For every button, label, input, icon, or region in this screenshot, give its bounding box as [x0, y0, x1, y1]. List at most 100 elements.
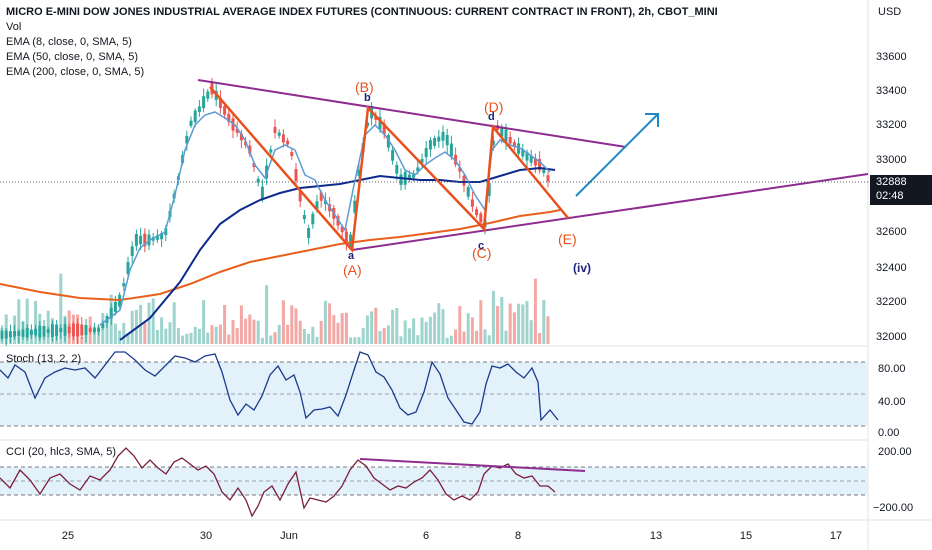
candle-body [63, 324, 67, 336]
volume-bar [172, 302, 176, 344]
volume-bar [260, 337, 264, 344]
candle-body [487, 183, 491, 196]
candle-body [17, 331, 21, 336]
candle-body [349, 234, 353, 246]
time-tick: Jun [280, 530, 298, 542]
volume-bar [231, 320, 235, 344]
candle-body [466, 187, 470, 197]
candle-body [533, 158, 537, 166]
candle-body [67, 326, 71, 334]
volume-bar [197, 328, 201, 344]
volume-bar [521, 304, 525, 344]
bar-countdown: 02:48 [876, 190, 904, 202]
volume-bar [218, 324, 222, 344]
volume-bar [445, 337, 449, 344]
volume-bar [202, 300, 206, 344]
candle-body [412, 173, 416, 178]
volume-bar [281, 300, 285, 344]
volume-bar [374, 307, 378, 344]
volume-bar [328, 303, 332, 344]
cci-label[interactable]: CCI (20, hlc3, SMA, 5) [6, 446, 117, 458]
legend-vol[interactable]: Vol [6, 21, 22, 33]
symbol-title[interactable]: MICRO E-MINI DOW JONES INDUSTRIAL AVERAG… [6, 6, 718, 18]
candle-body [202, 96, 206, 109]
time-tick: 30 [199, 530, 213, 542]
volume-bar [168, 322, 172, 344]
candle-body [323, 200, 327, 205]
candle-body [273, 127, 277, 133]
legend-ema-8[interactable]: EMA (8, close, 0, SMA, 5) [6, 36, 132, 48]
volume-bar [160, 317, 164, 344]
candle-body [0, 330, 4, 339]
subwave-b: b [364, 92, 371, 104]
price-tick: 33400 [876, 85, 907, 97]
legend-ema-50[interactable]: EMA (50, close, 0, SMA, 5) [6, 51, 139, 63]
volume-bar [25, 298, 29, 344]
volume-bar [252, 319, 256, 344]
candle-body [315, 201, 319, 209]
volume-bar [491, 290, 495, 344]
volume-bar [391, 309, 395, 344]
candle-body [546, 175, 550, 182]
stoch-tick: 0.00 [878, 427, 900, 439]
candle-body [185, 135, 189, 144]
candle-body [256, 178, 260, 183]
candle-body [25, 327, 29, 338]
volume-bar [500, 296, 504, 344]
volume-bar [118, 330, 122, 344]
time-tick: 13 [649, 530, 663, 542]
candle-body [97, 328, 101, 332]
candle-body [433, 138, 437, 146]
candle-body [269, 149, 273, 153]
ema-200-line [0, 209, 561, 302]
volume-bar [239, 305, 243, 344]
volume-bar [193, 326, 197, 344]
candle-body [109, 307, 113, 319]
volume-bar [155, 329, 159, 344]
candle-body [542, 169, 546, 173]
candle-body [521, 149, 525, 157]
volume-bar [424, 321, 428, 344]
candle-body [46, 329, 50, 333]
candle-body [113, 301, 117, 312]
candle-body [189, 120, 193, 126]
volume-bar [353, 337, 357, 344]
candle-body [500, 126, 504, 137]
stoch-label[interactable]: Stoch (13, 2, 2) [6, 353, 82, 365]
candle-body [139, 235, 143, 245]
volume-bar [441, 309, 445, 344]
volume-bar [340, 313, 344, 344]
volume-bar [479, 300, 483, 344]
stoch-tick: 80.00 [878, 363, 906, 375]
last-price-tag: 32888 02:48 [870, 175, 932, 205]
ema-8-line [99, 111, 551, 326]
volume-bar [420, 317, 424, 344]
volume-bar [403, 320, 407, 344]
candle-body [353, 200, 357, 213]
candle-body [479, 213, 483, 223]
volume-bar [462, 331, 466, 344]
volume-bar [370, 311, 374, 344]
candle-body [71, 323, 75, 337]
volume-bar [223, 304, 227, 344]
volume-bar [361, 327, 365, 344]
candle-body [260, 186, 264, 200]
candle-body [307, 228, 311, 238]
candle-body [193, 110, 197, 123]
candle-body [458, 167, 462, 172]
candle-body [290, 151, 294, 157]
candle-body [88, 328, 92, 332]
volume-bar [298, 320, 302, 344]
volume-bar [365, 315, 369, 344]
volume-bar [189, 332, 193, 344]
time-tick: 6 [422, 530, 430, 542]
volume-bar [286, 324, 290, 344]
volume-bar [407, 328, 411, 344]
cci-divergence-line [359, 458, 586, 472]
volume-bar [412, 318, 416, 344]
legend-ema-200[interactable]: EMA (200, close, 0, SMA, 5) [6, 66, 145, 78]
time-tick: 15 [739, 530, 753, 542]
volume-bar [248, 314, 252, 344]
volume-bar [454, 329, 458, 344]
